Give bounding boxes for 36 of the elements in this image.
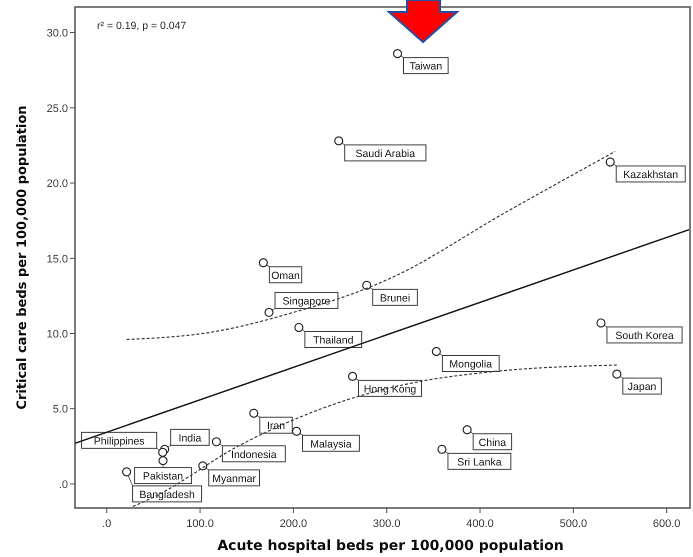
x-tick-label: .0 xyxy=(102,518,112,530)
y-tick-label: 5.0 xyxy=(52,404,68,416)
annotation: Japan xyxy=(628,381,657,394)
x-tick-label: 100.0 xyxy=(186,518,214,530)
annotation: Indonesia xyxy=(231,448,277,461)
annotation: Singapore xyxy=(282,295,331,308)
x-tick-label: 600.0 xyxy=(652,518,680,530)
annotation: China xyxy=(478,436,506,449)
annotation: Brunei xyxy=(380,292,410,304)
annotation: Malaysia xyxy=(310,438,352,450)
annotation: Pakistan xyxy=(142,470,184,483)
y-tick-label: .0 xyxy=(58,478,68,491)
y-axis-title: Critical care beds per 100,000 population xyxy=(15,105,30,410)
annotation: Oman xyxy=(271,270,300,282)
annotation: Kazakhstan xyxy=(623,168,678,181)
annotation: Saudi Arabia xyxy=(356,148,416,160)
x-axis-title: Acute hospital beds per 100,000 population xyxy=(217,538,564,554)
annotation: India xyxy=(178,432,202,444)
y-tick-label: 25.0 xyxy=(46,102,68,115)
y-tick-label: 10.0 xyxy=(46,328,68,340)
y-tick-label: 30.0 xyxy=(46,28,68,40)
x-tick-label: 400.0 xyxy=(466,518,494,530)
annotation: Mongolia xyxy=(449,358,492,371)
annotation: Taiwan xyxy=(409,60,442,73)
annotation: Sri Lanka xyxy=(457,456,502,468)
annotation: r² = 0.19, p = 0.047 xyxy=(97,20,186,32)
annotation: Hong Kong xyxy=(364,383,416,396)
annotation: Philippines xyxy=(94,435,145,448)
y-tick-label: 20.0 xyxy=(46,178,68,190)
x-tick-label: 300.0 xyxy=(372,518,400,530)
annotation: South Korea xyxy=(615,330,674,342)
annotation: Myanmar xyxy=(212,472,256,485)
annotation: Thailand xyxy=(313,334,354,346)
x-tick-label: 200.0 xyxy=(280,518,308,530)
x-tick-label: 500.0 xyxy=(560,518,588,530)
y-tick-label: 15.0 xyxy=(46,253,68,266)
